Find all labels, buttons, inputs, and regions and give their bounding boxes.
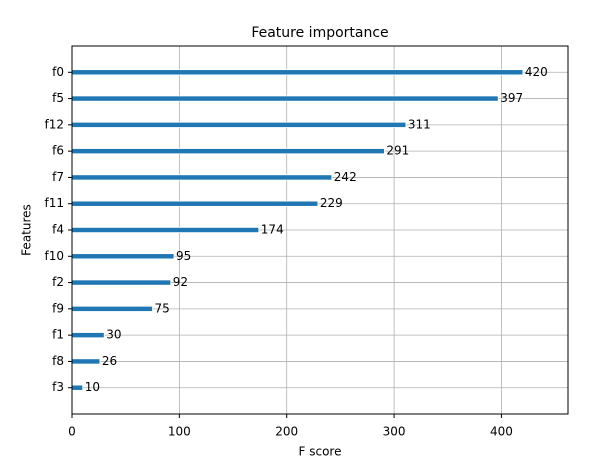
y-tick-label: f1 — [52, 328, 64, 342]
value-label: 95 — [176, 249, 191, 263]
x-axis-label: F score — [299, 445, 342, 459]
value-label: 229 — [320, 196, 343, 210]
y-tick-label: f0 — [52, 65, 64, 79]
value-label: 30 — [106, 328, 121, 342]
y-axis-label: Features — [20, 204, 34, 256]
value-label: 242 — [334, 170, 357, 184]
bar — [71, 279, 172, 286]
bar — [71, 384, 84, 391]
bar — [71, 95, 499, 102]
value-label: 92 — [173, 275, 188, 289]
bar — [71, 332, 105, 339]
value-label: 10 — [85, 380, 100, 394]
value-label: 291 — [386, 144, 409, 158]
value-label: 75 — [155, 301, 170, 315]
y-tick-label: f10 — [45, 249, 65, 263]
bar — [71, 174, 333, 181]
y-tick-label: f12 — [45, 117, 65, 131]
value-label: 174 — [261, 223, 284, 237]
y-tick-label: f5 — [52, 91, 64, 105]
y-tick-label: f11 — [45, 196, 65, 210]
x-tick-label: 100 — [168, 425, 191, 439]
y-tick-label: f8 — [52, 354, 64, 368]
bar — [71, 200, 319, 207]
y-tick-label: f9 — [52, 301, 64, 315]
value-label: 26 — [102, 354, 117, 368]
plot-frame — [71, 45, 569, 415]
x-tick-label: 300 — [383, 425, 406, 439]
bar — [71, 305, 153, 312]
bar — [71, 226, 260, 234]
bar — [71, 121, 407, 128]
y-tick-label: f6 — [52, 144, 64, 158]
bar — [71, 69, 524, 76]
value-label: 311 — [408, 117, 431, 131]
value-label: 420 — [525, 65, 548, 79]
x-tick-label: 200 — [275, 425, 298, 439]
value-label: 397 — [500, 91, 523, 105]
x-tick-label: 0 — [68, 425, 76, 439]
x-tick-label: 400 — [490, 425, 513, 439]
y-tick-label: f7 — [52, 170, 64, 184]
y-tick-label: f2 — [52, 275, 64, 289]
bar — [71, 253, 175, 260]
bar — [71, 358, 101, 365]
bar — [71, 148, 385, 155]
y-tick-label: f4 — [52, 223, 64, 237]
y-tick-label: f3 — [52, 380, 64, 394]
chart-title: Feature importance — [251, 25, 388, 41]
